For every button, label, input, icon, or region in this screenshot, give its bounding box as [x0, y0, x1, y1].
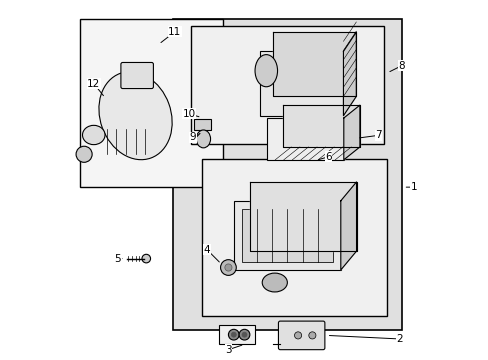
- Polygon shape: [249, 182, 356, 251]
- FancyBboxPatch shape: [194, 119, 210, 130]
- Text: 11: 11: [168, 27, 181, 37]
- FancyBboxPatch shape: [259, 51, 343, 116]
- Circle shape: [242, 332, 246, 337]
- Text: 3: 3: [224, 345, 231, 355]
- Circle shape: [142, 254, 150, 263]
- FancyBboxPatch shape: [278, 321, 324, 350]
- Circle shape: [224, 264, 231, 271]
- Ellipse shape: [255, 55, 277, 87]
- Text: 1: 1: [410, 182, 417, 192]
- FancyBboxPatch shape: [219, 325, 255, 344]
- FancyBboxPatch shape: [233, 201, 340, 270]
- Text: 9: 9: [189, 132, 196, 142]
- FancyBboxPatch shape: [266, 118, 343, 160]
- Ellipse shape: [82, 125, 105, 145]
- Circle shape: [308, 332, 315, 339]
- Polygon shape: [343, 105, 359, 160]
- Polygon shape: [282, 105, 359, 147]
- FancyBboxPatch shape: [241, 209, 332, 262]
- Polygon shape: [272, 32, 356, 96]
- Text: 6: 6: [325, 152, 331, 162]
- Circle shape: [228, 329, 239, 340]
- Polygon shape: [340, 182, 356, 270]
- FancyBboxPatch shape: [173, 19, 401, 330]
- Ellipse shape: [99, 72, 172, 160]
- Text: 8: 8: [398, 61, 404, 71]
- FancyBboxPatch shape: [201, 158, 386, 316]
- Polygon shape: [343, 32, 356, 116]
- Circle shape: [76, 146, 92, 162]
- Text: 12: 12: [87, 78, 100, 89]
- Ellipse shape: [196, 130, 210, 148]
- Circle shape: [294, 332, 301, 339]
- Text: 2: 2: [396, 334, 403, 344]
- Text: 5: 5: [114, 253, 121, 264]
- Text: 10: 10: [182, 109, 195, 119]
- FancyBboxPatch shape: [80, 19, 223, 187]
- Circle shape: [231, 332, 236, 337]
- Circle shape: [220, 260, 236, 275]
- Ellipse shape: [262, 273, 287, 292]
- Text: 7: 7: [374, 130, 381, 140]
- Text: 4: 4: [203, 245, 210, 255]
- Circle shape: [239, 329, 249, 340]
- FancyBboxPatch shape: [121, 63, 153, 89]
- FancyBboxPatch shape: [190, 26, 383, 144]
